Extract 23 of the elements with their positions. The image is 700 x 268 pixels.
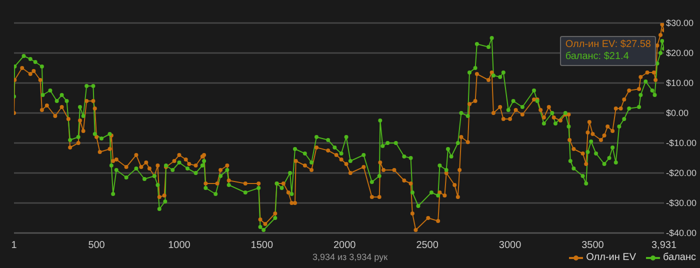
y-tick-label: -$40.00 bbox=[666, 228, 697, 238]
x-tick-label: 1500 bbox=[250, 240, 274, 252]
x-tick-label: 2000 bbox=[334, 240, 356, 252]
y-tick-label: $10.00 bbox=[666, 78, 694, 88]
x-tick-label: 3,931 bbox=[651, 240, 677, 252]
legend-label: баланс bbox=[663, 252, 696, 263]
y-tick-label: -$20.00 bbox=[666, 168, 697, 178]
y-tick-label: -$10.00 bbox=[666, 138, 697, 148]
x-tick-label: 1000 bbox=[168, 240, 191, 252]
x-tick-label: 3000 bbox=[498, 240, 522, 252]
annotation: баланс: $21.4 bbox=[565, 51, 630, 63]
legend-label: Олл-ин EV bbox=[586, 252, 636, 263]
tooltip-box: Олл-ин EV: $27.58 баланс: $21.4 bbox=[560, 36, 656, 66]
y-tick-label: $30.00 bbox=[666, 18, 694, 28]
x-tick-label: 1 bbox=[11, 240, 18, 252]
x-tick-label: 2500 bbox=[416, 240, 439, 252]
x-tick-label: 3500 bbox=[582, 240, 604, 252]
x-tick-label: 500 bbox=[88, 240, 106, 252]
y-tick-label: $20.00 bbox=[666, 48, 694, 58]
y-tick-label: $0.00 bbox=[666, 108, 689, 118]
annotation: Олл-ин EV: $27.58 bbox=[565, 39, 651, 51]
text: 3,934 из 3,934 рук bbox=[312, 252, 388, 262]
y-tick-label: -$30.00 bbox=[666, 198, 697, 208]
